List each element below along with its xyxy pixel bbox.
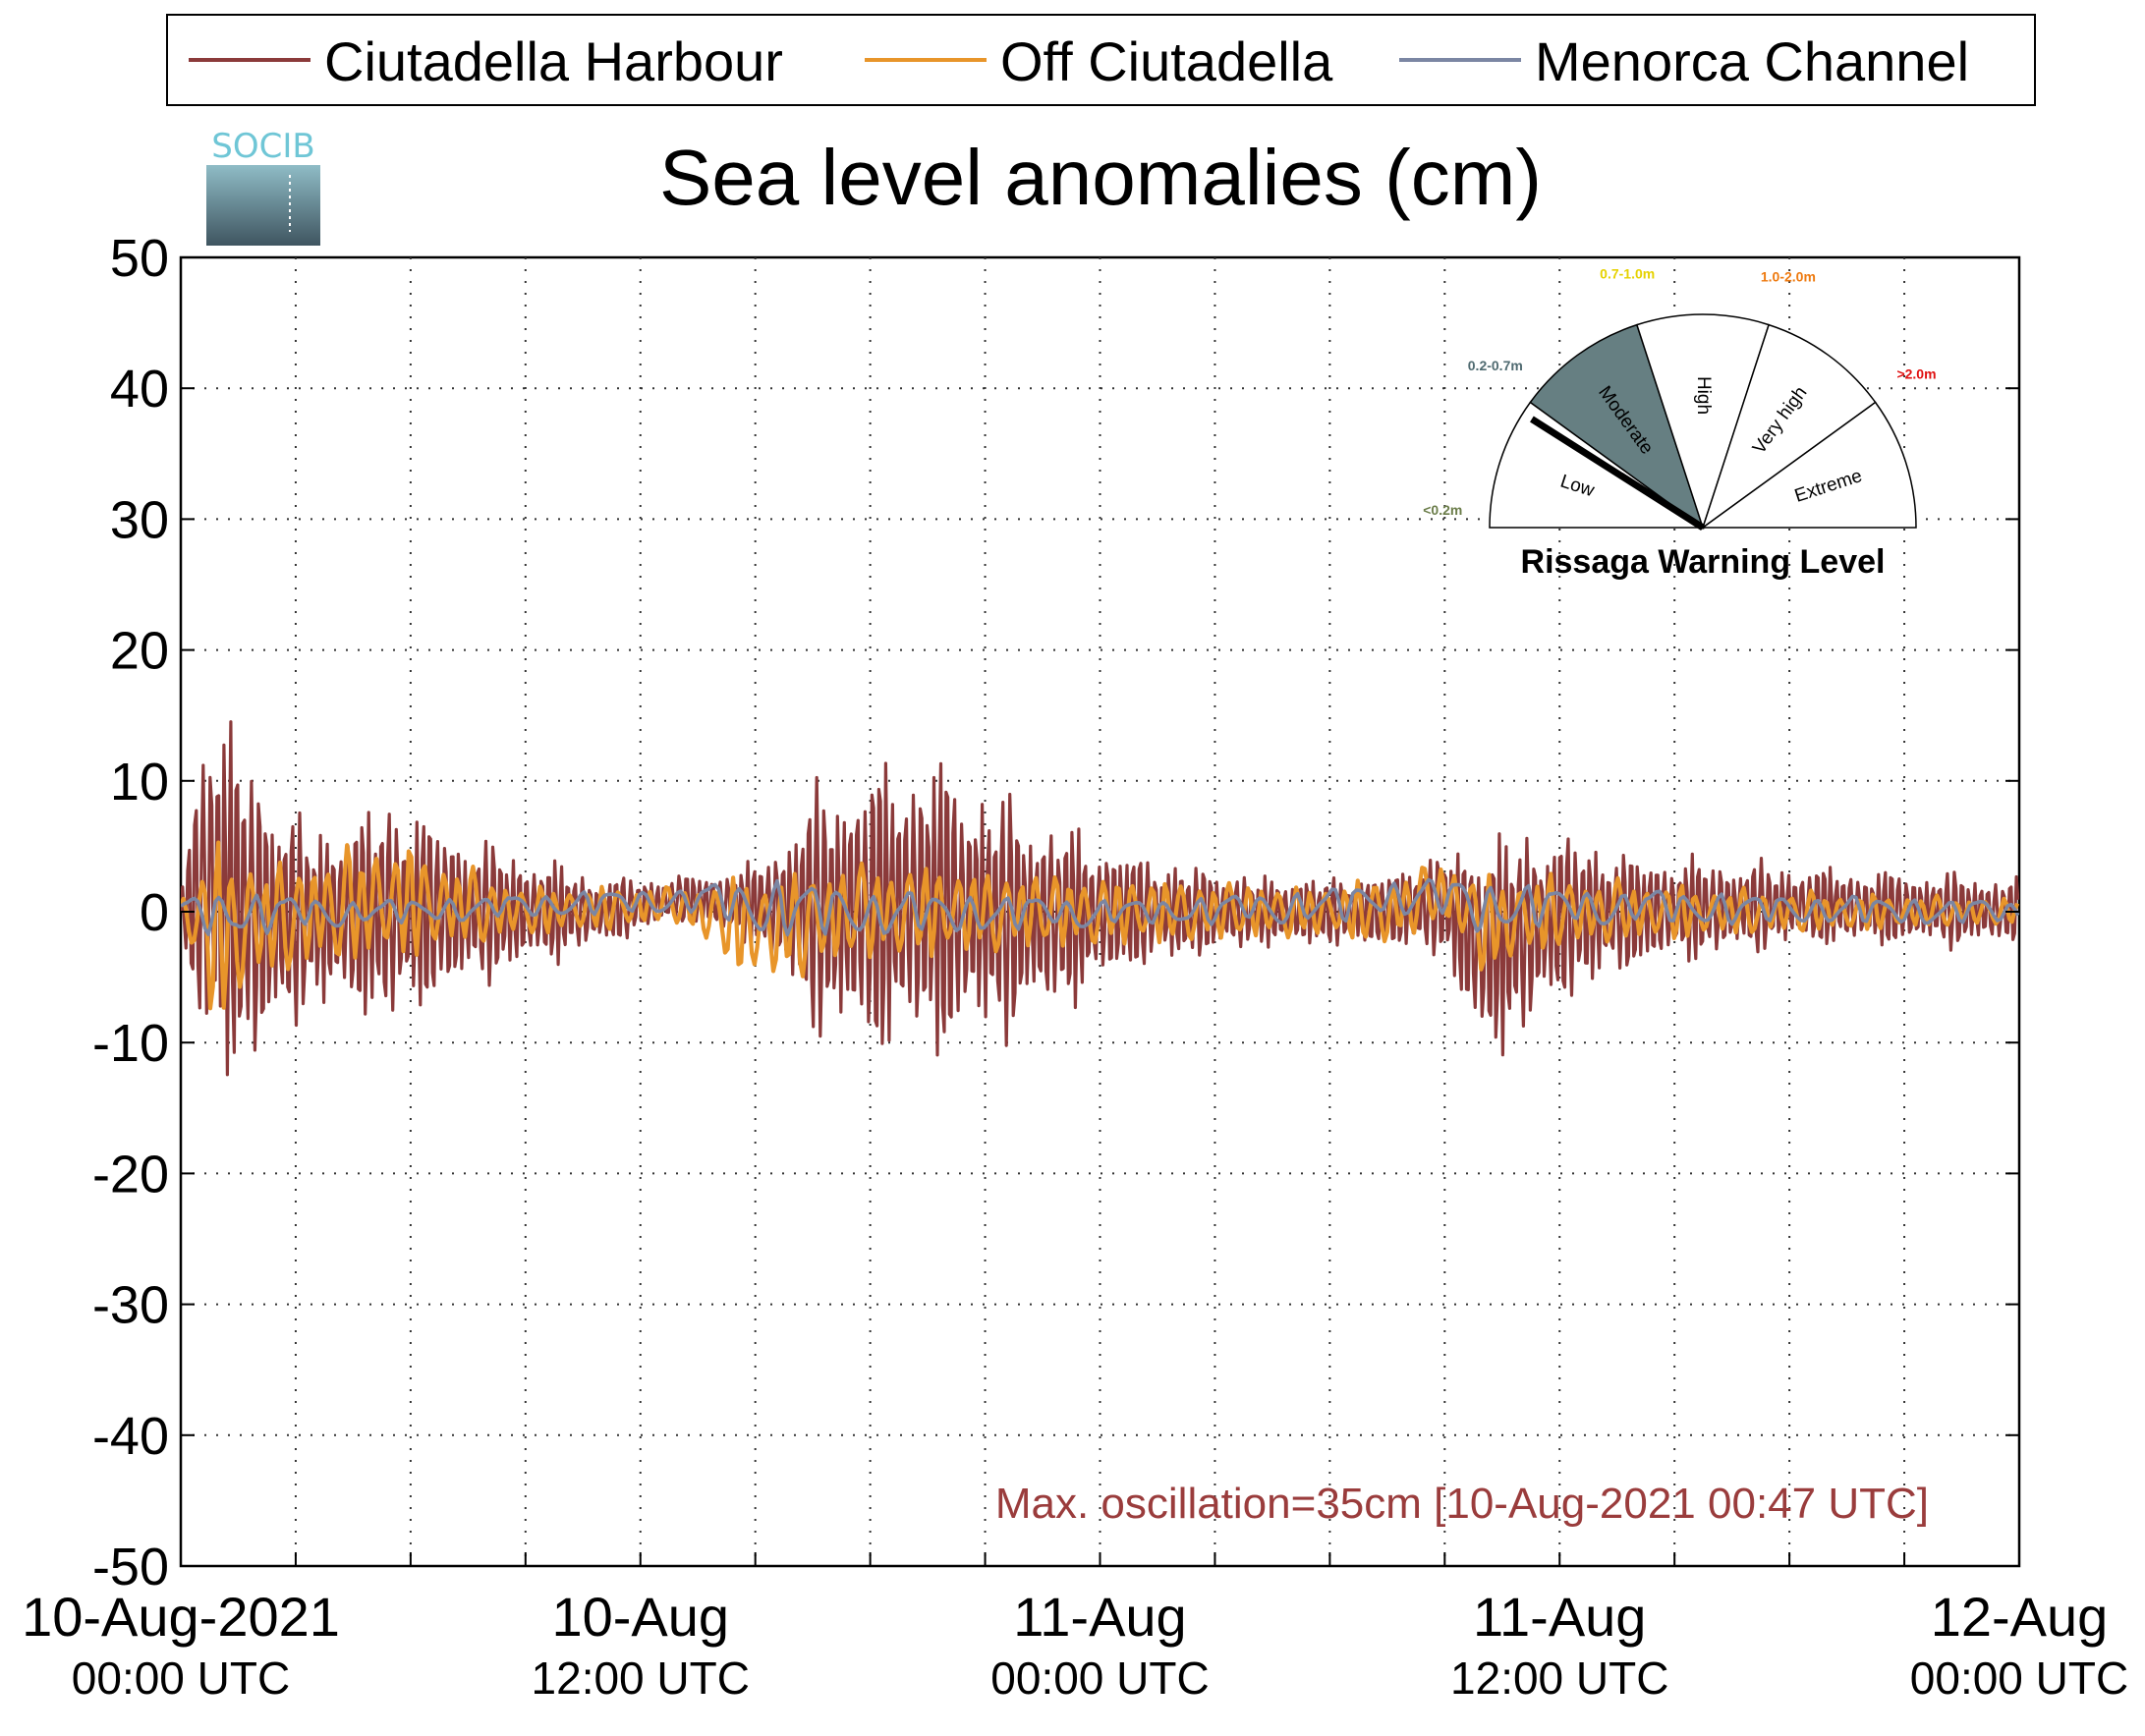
gauge-sector-label-high: High [1693,376,1714,415]
y-tick-label: -10 [92,1014,169,1073]
x-tick-label-date: 10-Aug-2021 [22,1586,340,1648]
gauge-range-label-moderate: 0.2-0.7m [1468,358,1523,373]
x-tick-label-date: 11-Aug [1013,1586,1186,1648]
series-line-ciutadella-harbour [181,720,2019,1077]
socib-logo-text: SOCIB [211,127,314,166]
series-layer [181,720,2019,1077]
x-tick-label-time: 12:00 UTC [1450,1652,1668,1704]
y-tick-label: 40 [110,360,169,419]
x-tick-label-time: 12:00 UTC [532,1652,750,1704]
legend-label-menorca-channel: Menorca Channel [1535,30,1969,92]
series-line-menorca-channel [181,877,2019,937]
gauge-sector-high [1635,313,1771,531]
gauge-title: Rissaga Warning Level [1521,543,1886,581]
gauge-range-label-high: 0.7-1.0m [1600,265,1655,281]
gauge-range-label-extreme: >2.0m [1896,366,1936,382]
legend-box [166,14,2036,106]
x-tick-label-time: 00:00 UTC [1910,1652,2128,1704]
x-tick-label-date: 11-Aug [1473,1586,1646,1648]
x-tick-label-date: 10-Aug [551,1586,729,1648]
y-tick-label: 0 [140,883,169,942]
legend: Ciutadella Harbour Off Ciutadella Menorc… [166,14,2036,106]
gauge-range-label-low: <0.2m [1423,502,1462,518]
x-tick-label-time: 00:00 UTC [990,1652,1209,1704]
socib-logo-mark [206,165,320,246]
y-tick-label: -50 [92,1538,169,1596]
chart-title: Sea level anomalies (cm) [659,134,1542,221]
y-tick-label: -30 [92,1276,169,1335]
y-tick-label: 50 [110,229,169,288]
socib-logo: SOCIB [206,127,320,246]
y-tick-label: 20 [110,622,169,681]
gauge-range-label-very-high: 1.0-2.0m [1761,269,1816,285]
gauge-sector-extreme [1700,401,1917,529]
y-axis: 50 40 30 20 10 0 -10 -20 -30 -40 -50 [92,229,2019,1596]
legend-label-off-ciutadella: Off Ciutadella [1000,30,1333,92]
gauge-needle [1530,416,1705,531]
y-tick-label: 30 [110,490,169,549]
y-tick-label: -20 [92,1145,169,1204]
max-oscillation-annotation: Max. oscillation=35cm [10-Aug-2021 00:47… [995,1480,1929,1528]
x-tick-label-time: 00:00 UTC [72,1652,290,1704]
legend-label-ciutadella-harbour: Ciutadella Harbour [324,30,783,92]
y-tick-label: 10 [110,753,169,812]
rissaga-gauge: Low<0.2mModerate0.2-0.7mHigh0.7-1.0mVery… [1423,265,1936,581]
gauge-sector-very-high [1701,323,1877,530]
gauge-sector-moderate [1529,323,1705,530]
x-tick-label-date: 12-Aug [1931,1586,2109,1648]
y-tick-label: -40 [92,1407,169,1466]
series-line-off-ciutadella [181,840,2019,1011]
